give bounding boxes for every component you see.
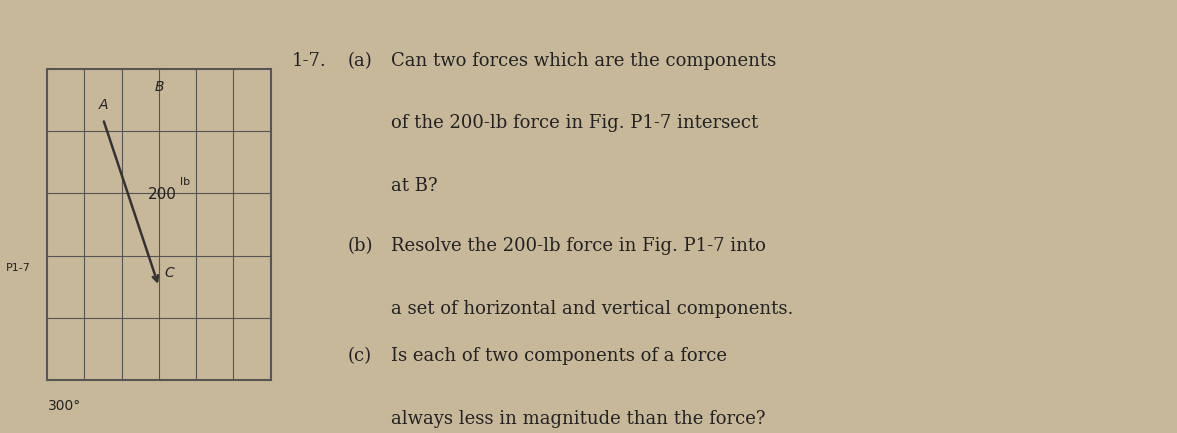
Text: 1-7.: 1-7. — [292, 52, 327, 70]
Text: at B?: at B? — [391, 177, 438, 195]
Text: (b): (b) — [347, 237, 373, 255]
Text: of the 200-lb force in Fig. P1-7 intersect: of the 200-lb force in Fig. P1-7 interse… — [391, 114, 758, 132]
Bar — [47, 69, 271, 380]
Text: (a): (a) — [347, 52, 372, 70]
Text: a set of horizontal and vertical components.: a set of horizontal and vertical compone… — [391, 300, 793, 318]
Text: Resolve the 200-lb force in Fig. P1-7 into: Resolve the 200-lb force in Fig. P1-7 in… — [391, 237, 766, 255]
Text: Can two forces which are the components: Can two forces which are the components — [391, 52, 776, 70]
Text: Is each of two components of a force: Is each of two components of a force — [391, 348, 726, 365]
Text: always less in magnitude than the force?: always less in magnitude than the force? — [391, 410, 765, 428]
Text: 200: 200 — [147, 187, 177, 202]
Text: 300°: 300° — [48, 399, 81, 413]
Text: lb: lb — [180, 177, 191, 187]
Text: A: A — [98, 98, 108, 112]
Text: C: C — [165, 266, 174, 280]
Text: (c): (c) — [347, 348, 371, 365]
Text: P1-7: P1-7 — [6, 263, 31, 273]
Text: B: B — [154, 80, 164, 94]
